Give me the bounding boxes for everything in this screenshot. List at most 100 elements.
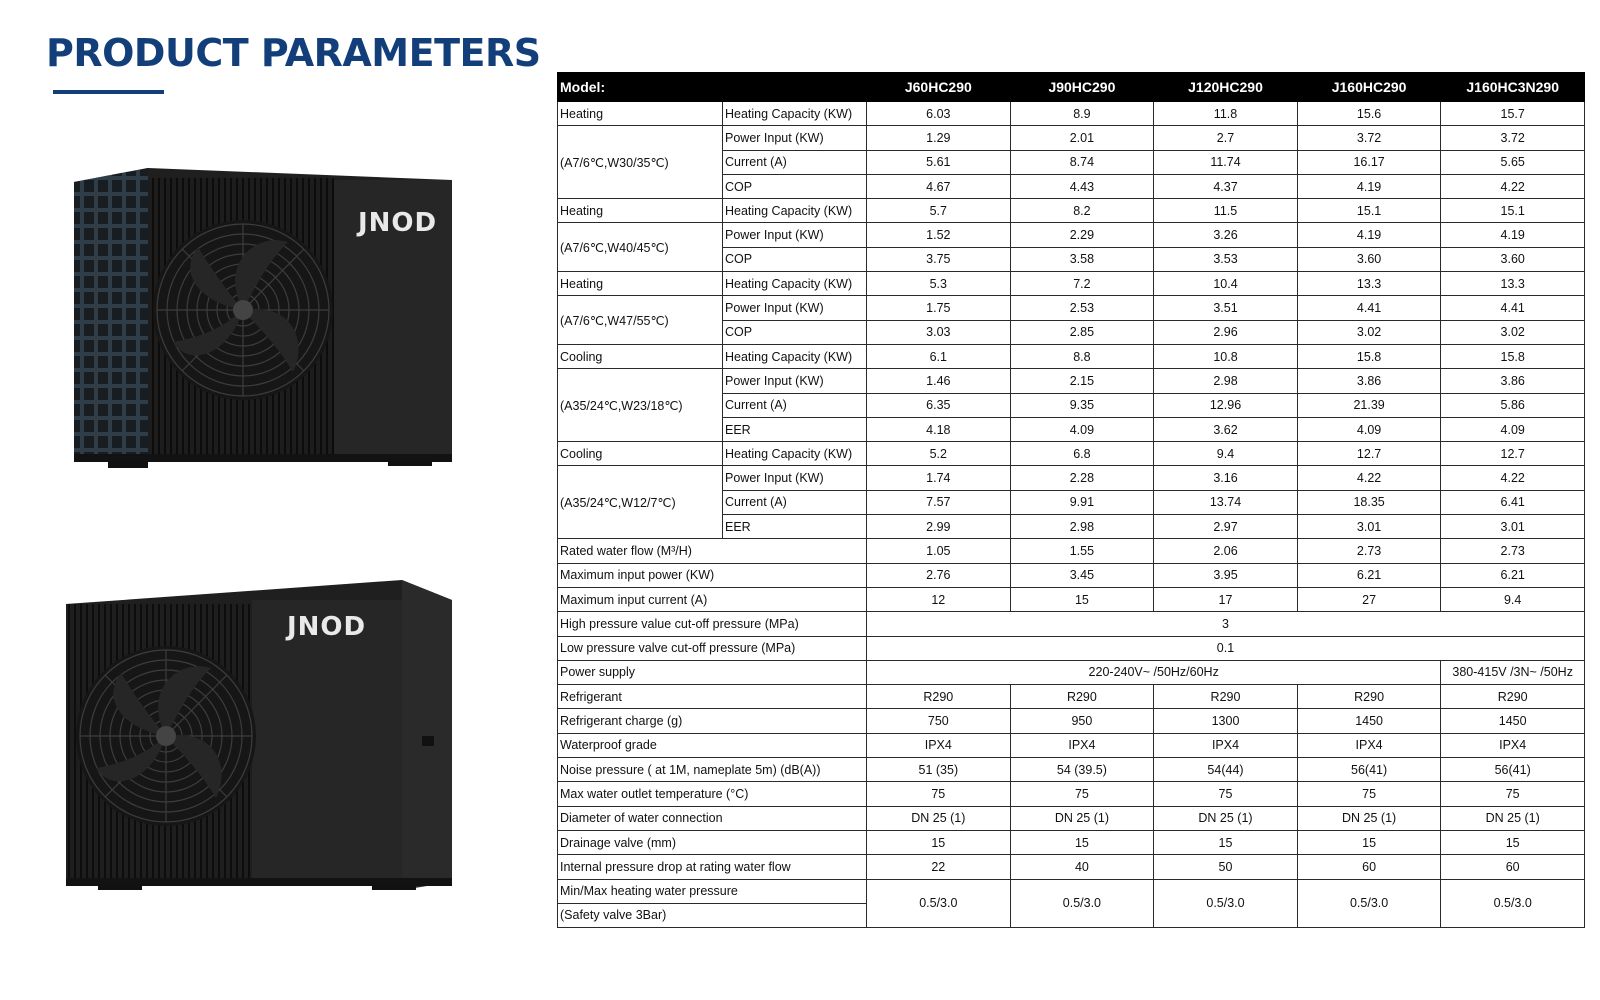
value-cell: 3.62 — [1153, 416, 1298, 443]
table-row: Heating Heating Capacity (KW) 6.03 8.9 11.8 1… — [557, 100, 1585, 127]
value-cell: 3.86 — [1440, 368, 1585, 394]
model-name: J160HC3N290 — [1440, 72, 1585, 102]
value-cell: 5.2 — [866, 441, 1011, 467]
parameter-label: Low pressure valve cut-off pressure (MPa… — [556, 635, 868, 661]
value-cell: 2.96 — [1153, 319, 1298, 345]
table-row: Low pressure valve cut-off pressure (MPa… — [556, 635, 1585, 661]
value-cell: DN 25 (1) — [866, 805, 1011, 831]
value-cell: 9.91 — [1009, 489, 1155, 516]
value-cell: 2.97 — [1153, 514, 1298, 540]
value-cell: 2.29 — [1009, 222, 1155, 248]
parameter-label: Diameter of water connection — [556, 805, 868, 831]
table-row: Drainage valve (mm) 15 15 15 15 15 — [556, 829, 1585, 856]
value-cell: 3.01 — [1440, 514, 1585, 540]
value-cell: 1.74 — [866, 465, 1011, 491]
value-cell: 7.2 — [1009, 271, 1155, 297]
value-cell: 6.03 — [866, 100, 1011, 127]
table-row: Maximum input power (KW) 2.76 3.45 3.95 6.21… — [556, 562, 1585, 588]
value-cell: 3.58 — [1009, 246, 1155, 273]
value-cell: 2.06 — [1153, 538, 1298, 564]
condition-temperature-label: (A35/24℃,W12/7℃) — [557, 465, 723, 540]
value-cell: 75 — [1009, 781, 1155, 807]
parameter-label: Current (A) — [721, 489, 868, 516]
parameter-label: Waterproof grade — [556, 732, 868, 759]
condition-mode-label: Heating — [557, 271, 723, 297]
value-cell: 4.09 — [1296, 416, 1442, 443]
table-row: Diameter of water connection DN 25 (1) DN … — [556, 805, 1585, 831]
value-cell: 2.28 — [1009, 465, 1155, 491]
value-cell: IPX4 — [1153, 732, 1298, 759]
value-cell: 1.05 — [866, 538, 1011, 564]
value-cell: 3.02 — [1440, 319, 1585, 345]
parameter-label: Power Input (KW) — [721, 295, 868, 321]
value-cell: 15.7 — [1440, 100, 1585, 127]
value-cell: DN 25 (1) — [1296, 805, 1442, 831]
value-cell: 3.72 — [1440, 125, 1585, 151]
value-cell: 12 — [866, 586, 1011, 613]
table-row: Current (A) 6.35 9.35 12.96 21.39 5.86 — [558, 392, 1585, 418]
value-cell: 2.99 — [866, 514, 1011, 540]
value-cell: DN 25 (1) — [1009, 805, 1155, 831]
value-cell: 9.4 — [1153, 441, 1298, 467]
value-cell: 1.29 — [866, 125, 1011, 151]
parameter-label: Heating Capacity (KW) — [721, 343, 868, 370]
value-cell: 2.85 — [1009, 319, 1155, 345]
value-cell: 12.7 — [1296, 441, 1442, 467]
value-cell: 1.46 — [866, 368, 1011, 394]
value-cell: 15.8 — [1440, 343, 1585, 370]
value-cell: 4.22 — [1440, 173, 1585, 200]
value-cell: 0.5/3.0 — [1153, 878, 1298, 929]
table-row: Maximum input current (A) 12 15 17 27 9.4 — [556, 586, 1585, 613]
value-cell: 1450 — [1440, 708, 1585, 734]
parameter-label: Power Input (KW) — [721, 465, 868, 491]
value-cell: 2.98 — [1153, 368, 1298, 394]
value-cell: 6.1 — [866, 343, 1011, 370]
value-cell: 16.17 — [1296, 149, 1442, 175]
table-row: (A7/6℃,W30/35℃) Power Input (KW) 1.29 2.01 2… — [557, 125, 1585, 200]
value-cell: 3.95 — [1153, 562, 1298, 588]
value-cell: 11.5 — [1153, 198, 1298, 224]
table-row: Current (A) 7.57 9.91 13.74 18.35 6.41 — [558, 489, 1585, 516]
value-cell: 12.7 — [1440, 441, 1585, 467]
value-cell: 4.41 — [1296, 295, 1442, 321]
table-row: Cooling Heating Capacity (KW) 5.2 6.8 9.4 12.… — [557, 441, 1585, 467]
value-cell: 6.8 — [1009, 441, 1155, 467]
value-cell: 27 — [1296, 586, 1442, 613]
parameter-label: Refrigerant charge (g) — [556, 708, 868, 734]
parameter-label: COP — [721, 319, 868, 345]
value-cell: 3.02 — [1296, 319, 1442, 345]
value-cell: 6.21 — [1440, 562, 1585, 588]
parameter-label: Heating Capacity (KW) — [721, 100, 868, 127]
value-cell: 1.52 — [866, 222, 1011, 248]
parameter-label: Heating Capacity (KW) — [721, 271, 868, 297]
parameter-label: Heating Capacity (KW) — [721, 441, 868, 467]
value-cell: 4.67 — [866, 173, 1011, 200]
value-cell: 22 — [866, 854, 1011, 880]
value-cell: 11.74 — [1153, 149, 1298, 175]
value-cell: 4.19 — [1296, 222, 1442, 248]
model-header: Model: — [556, 72, 868, 102]
value-cell: 75 — [866, 781, 1011, 807]
value-cell: 15.8 — [1296, 343, 1442, 370]
value-cell: 4.19 — [1440, 222, 1585, 248]
parameter-label: Internal pressure drop at rating water f… — [556, 854, 868, 880]
parameter-label: Maximum input power (KW) — [556, 562, 868, 588]
value-cell: 5.61 — [866, 149, 1011, 175]
parameter-label: Power Input (KW) — [721, 222, 868, 248]
condition-mode-label: Heating — [557, 100, 723, 127]
table-header-row: Model: J60HC290 J90HC290 J120HC290 J160H… — [556, 72, 1585, 102]
value-cell: 56(41) — [1296, 757, 1442, 783]
parameters-table: Model: J60HC290 J90HC290 J120HC290 J160H… — [556, 72, 1585, 929]
value-cell: 1.55 — [1009, 538, 1155, 564]
parameter-label: (Safety valve 3Bar) — [556, 902, 868, 929]
value-cell: 75 — [1440, 781, 1585, 807]
value-cell: 2.76 — [866, 562, 1011, 588]
table-row: Refrigerant charge (g) 750 950 1300 1450 1450 — [556, 708, 1585, 734]
table-row: Internal pressure drop at rating water f… — [556, 854, 1585, 880]
value-cell: IPX4 — [1296, 732, 1442, 759]
value-cell: 10.8 — [1153, 343, 1298, 370]
value-cell: 4.09 — [1440, 416, 1585, 443]
table-row: COP 4.67 4.43 4.37 4.19 4.22 — [558, 173, 1585, 200]
parameter-label: Drainage valve (mm) — [556, 829, 868, 856]
page-title: PRODUCT PARAMETERS — [46, 31, 541, 75]
